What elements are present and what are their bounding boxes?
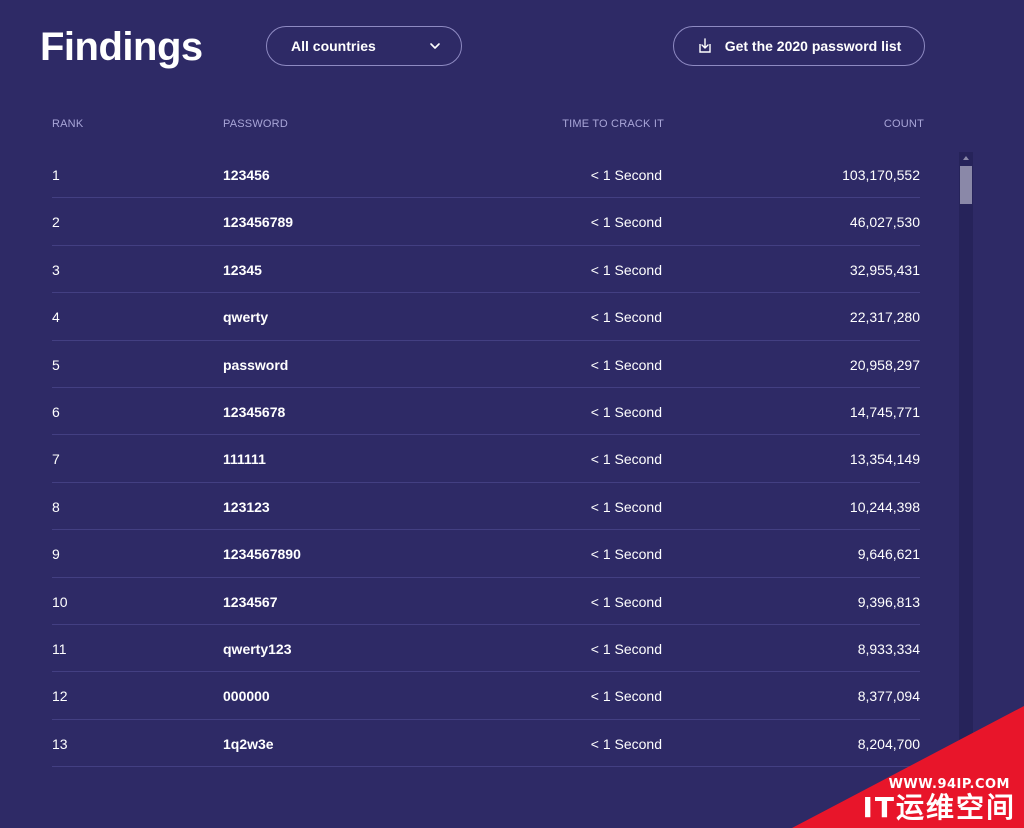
rank-cell: 5 bbox=[52, 356, 60, 373]
time-cell: < 1 Second bbox=[590, 593, 662, 610]
passwords-table: RANK PASSWORD TIME TO CRACK IT COUNT 1 1… bbox=[52, 110, 924, 768]
count-cell: 103,170,552 bbox=[842, 167, 920, 183]
time-cell: < 1 Second bbox=[590, 214, 662, 231]
country-select-value: All countries bbox=[291, 38, 376, 54]
password-cell: 1234567890 bbox=[223, 546, 301, 563]
table-body: 1 123456 < 1 Second 103,170,552 2 123456… bbox=[52, 151, 920, 769]
count-cell: 9,396,813 bbox=[857, 593, 920, 610]
table-row: 1 123456 < 1 Second 103,170,552 bbox=[52, 151, 920, 199]
count-cell: 8,933,334 bbox=[857, 640, 920, 657]
password-cell: password bbox=[223, 356, 289, 373]
count-cell: 8,377,094 bbox=[857, 688, 920, 705]
password-cell: 111111 bbox=[223, 451, 266, 468]
table-row: 10 1234567 < 1 Second 9,396,813 bbox=[52, 578, 920, 625]
rank-cell: 10 bbox=[52, 593, 68, 610]
column-header-count[interactable]: COUNT bbox=[883, 118, 924, 130]
table-row: 12 000000 < 1 Second 8,377,094 bbox=[52, 672, 920, 720]
rank-cell: 12 bbox=[52, 688, 68, 705]
column-header-rank[interactable]: RANK bbox=[52, 118, 84, 130]
table-row: 3 12345 < 1 Second 32,955,431 bbox=[52, 246, 920, 294]
time-cell: < 1 Second bbox=[590, 403, 662, 420]
password-cell: 12345 bbox=[223, 261, 262, 278]
time-cell: < 1 Second bbox=[590, 356, 662, 373]
rank-cell: 13 bbox=[52, 735, 68, 752]
column-header-time-to-crack[interactable]: TIME TO CRACK IT bbox=[562, 118, 664, 130]
scrollbar-thumb[interactable] bbox=[960, 166, 972, 204]
time-cell: < 1 Second bbox=[590, 261, 662, 278]
count-cell: 14,745,771 bbox=[849, 403, 920, 420]
watermark-url: WWW.94IP.COM bbox=[888, 777, 1010, 792]
password-cell: qwerty bbox=[223, 309, 269, 326]
table-row: 13 1q2w3e < 1 Second 8,204,700 bbox=[52, 720, 920, 768]
count-cell: 46,027,530 bbox=[849, 214, 920, 231]
watermark-triangle bbox=[792, 706, 1024, 828]
password-cell: 123123 bbox=[223, 498, 270, 515]
rank-cell: 4 bbox=[52, 309, 60, 326]
download-password-list-button[interactable]: Get the 2020 password list bbox=[673, 26, 925, 66]
download-icon bbox=[697, 38, 713, 54]
password-cell: qwerty123 bbox=[223, 640, 292, 657]
table-row: 8 123123 < 1 Second 10,244,398 bbox=[52, 483, 920, 531]
chevron-down-icon bbox=[429, 40, 441, 52]
count-cell: 13,354,149 bbox=[849, 451, 920, 468]
time-cell: < 1 Second bbox=[590, 167, 662, 183]
time-cell: < 1 Second bbox=[590, 498, 662, 515]
rank-cell: 3 bbox=[52, 261, 60, 278]
rank-cell: 7 bbox=[52, 451, 60, 468]
table-row: 9 1234567890 < 1 Second 9,646,621 bbox=[52, 530, 920, 578]
rank-cell: 6 bbox=[52, 403, 60, 420]
rank-cell: 11 bbox=[52, 640, 67, 657]
time-cell: < 1 Second bbox=[590, 640, 662, 657]
table-row: 7 111111 < 1 Second 13,354,149 bbox=[52, 435, 920, 483]
rank-cell: 9 bbox=[52, 546, 60, 563]
password-cell: 123456789 bbox=[223, 214, 294, 231]
table-row: 4 qwerty < 1 Second 22,317,280 bbox=[52, 293, 920, 341]
time-cell: < 1 Second bbox=[590, 451, 662, 468]
table-header: RANK PASSWORD TIME TO CRACK IT COUNT bbox=[52, 110, 924, 140]
time-cell: < 1 Second bbox=[590, 735, 662, 752]
page-title: Findings bbox=[40, 25, 203, 69]
table-scrollbar[interactable] bbox=[959, 152, 973, 768]
rank-cell: 2 bbox=[52, 214, 60, 231]
password-cell: 123456 bbox=[223, 167, 270, 183]
time-cell: < 1 Second bbox=[590, 688, 662, 705]
column-header-password[interactable]: PASSWORD bbox=[223, 118, 288, 130]
rank-cell: 1 bbox=[52, 167, 60, 183]
count-cell: 20,958,297 bbox=[849, 356, 920, 373]
watermark: WWW.94IP.COM IT运维空间 bbox=[792, 706, 1024, 828]
password-cell: 1234567 bbox=[223, 593, 278, 610]
table-row: 2 123456789 < 1 Second 46,027,530 bbox=[52, 198, 920, 246]
password-cell: 12345678 bbox=[223, 403, 286, 420]
country-select[interactable]: All countries bbox=[266, 26, 462, 66]
scroll-up-icon[interactable] bbox=[959, 152, 973, 164]
time-cell: < 1 Second bbox=[590, 546, 662, 563]
password-cell: 000000 bbox=[223, 688, 270, 705]
table-row: 11 qwerty123 < 1 Second 8,933,334 bbox=[52, 625, 920, 673]
count-cell: 10,244,398 bbox=[849, 498, 920, 515]
count-cell: 9,646,621 bbox=[857, 546, 920, 563]
table-row: 6 12345678 < 1 Second 14,745,771 bbox=[52, 388, 920, 436]
download-button-label: Get the 2020 password list bbox=[724, 38, 902, 54]
rank-cell: 8 bbox=[52, 498, 60, 515]
count-cell: 32,955,431 bbox=[849, 261, 920, 278]
watermark-name: IT运维空间 bbox=[862, 791, 1016, 824]
time-cell: < 1 Second bbox=[590, 309, 662, 326]
password-cell: 1q2w3e bbox=[223, 735, 274, 752]
table-row: 5 password < 1 Second 20,958,297 bbox=[52, 341, 920, 388]
count-cell: 22,317,280 bbox=[849, 309, 920, 326]
